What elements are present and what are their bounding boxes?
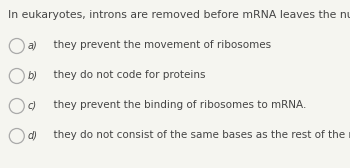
Circle shape xyxy=(9,38,24,53)
Text: d): d) xyxy=(27,130,37,140)
Text: they do not code for proteins: they do not code for proteins xyxy=(47,70,206,80)
Text: b): b) xyxy=(27,70,37,80)
Circle shape xyxy=(9,129,24,143)
Text: c): c) xyxy=(27,100,36,110)
Circle shape xyxy=(9,98,24,114)
Text: they do not consist of the same bases as the rest of the mRNA: they do not consist of the same bases as… xyxy=(47,130,350,140)
Text: In eukaryotes, introns are removed before mRNA leaves the nucleus because: In eukaryotes, introns are removed befor… xyxy=(8,10,350,20)
Text: they prevent the movement of ribosomes: they prevent the movement of ribosomes xyxy=(47,40,271,50)
Text: they prevent the binding of ribosomes to mRNA.: they prevent the binding of ribosomes to… xyxy=(47,100,307,110)
Text: a): a) xyxy=(27,40,37,50)
Circle shape xyxy=(9,69,24,83)
